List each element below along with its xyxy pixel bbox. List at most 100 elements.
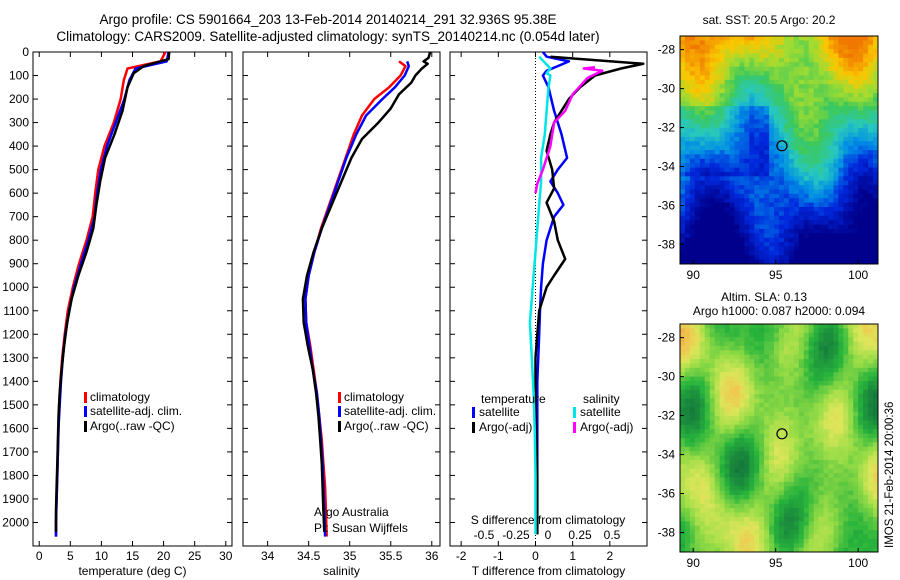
map-cell: [848, 36, 854, 41]
map-cell: [788, 363, 795, 369]
map-cell: [863, 442, 869, 448]
map-cell: [719, 110, 725, 116]
map-cell: [739, 407, 745, 413]
s-tick-label: 0.25: [568, 528, 592, 542]
map-cell: [709, 49, 716, 54]
map-cell: [853, 389, 859, 395]
map-cell: [764, 376, 770, 382]
map-cell: [783, 250, 790, 256]
map-cell: [838, 158, 844, 164]
map-cell: [714, 481, 720, 487]
map-cell: [853, 508, 859, 513]
map-cell: [704, 385, 711, 391]
map-cell: [774, 398, 780, 404]
map-cell: [853, 246, 859, 252]
map-cell: [823, 350, 829, 356]
map-cell: [798, 198, 805, 204]
map-cell: [833, 424, 839, 430]
map-cell: [858, 332, 864, 338]
map-cell: [783, 224, 790, 230]
map-cell: [724, 53, 730, 59]
map-y-tick-label: -28: [658, 43, 676, 57]
map-cell: [729, 66, 735, 72]
map-cell: [813, 332, 819, 338]
map-cell: [774, 79, 780, 85]
map-cell: [729, 136, 735, 142]
map-cell: [833, 198, 839, 204]
map-cell: [798, 534, 805, 540]
map-cell: [714, 36, 720, 41]
map-cell: [769, 341, 775, 347]
map-cell: [779, 451, 785, 456]
map-cell: [833, 354, 839, 360]
map-cell: [714, 525, 720, 531]
map-cell: [803, 128, 810, 133]
map-cell: [848, 381, 854, 386]
map-cell: [823, 429, 829, 435]
map-cell: [704, 363, 711, 369]
map-cell: [813, 451, 819, 456]
map-cell: [694, 455, 701, 461]
map-cell: [719, 66, 725, 72]
map-cell: [863, 255, 869, 261]
map-cell: [793, 145, 800, 151]
map-cell: [739, 372, 745, 378]
map-cell: [818, 207, 824, 212]
map-cell: [749, 255, 755, 261]
map-cell: [694, 40, 701, 46]
map-cell: [769, 228, 775, 234]
map-cell: [788, 416, 795, 421]
map-cell: [749, 154, 755, 160]
map-cell: [729, 477, 735, 483]
map-cell: [818, 106, 824, 111]
map-cell: [694, 255, 701, 261]
map-cell: [729, 538, 735, 544]
map-cell: [714, 57, 720, 63]
map-cell: [704, 547, 711, 553]
map-cell: [813, 36, 819, 41]
map-cell: [684, 150, 691, 155]
map-cell: [813, 464, 819, 470]
map-cell: [744, 398, 750, 404]
map-cell: [684, 468, 691, 474]
legend-label: Argo(..raw -QC): [344, 419, 429, 433]
map-cell: [759, 237, 765, 243]
map-cell: [793, 455, 800, 461]
map-cell: [828, 141, 834, 147]
map-cell: [858, 163, 864, 168]
map-cell: [774, 516, 780, 522]
map-cell: [680, 438, 686, 443]
map-cell: [853, 477, 859, 483]
map-cell: [779, 455, 785, 461]
map-cell: [788, 534, 795, 540]
map-cell: [734, 114, 740, 120]
map-cell: [769, 411, 775, 417]
map-cell: [823, 189, 829, 195]
map-cell: [694, 503, 701, 509]
map-cell: [724, 84, 730, 90]
map-cell: [764, 521, 770, 527]
map-cell: [724, 246, 730, 252]
map-cell: [734, 101, 740, 107]
map-cell: [873, 512, 879, 518]
map-cell: [863, 79, 869, 85]
map-cell: [714, 521, 720, 527]
map-cell: [719, 132, 725, 138]
map-cell: [764, 97, 770, 103]
map-cell: [813, 180, 819, 186]
map-cell: [734, 359, 740, 364]
map-cell: [714, 438, 720, 443]
map-cell: [818, 84, 824, 90]
map-cell: [813, 237, 819, 243]
map-cell: [798, 477, 805, 483]
map-cell: [843, 363, 849, 369]
map-cell: [709, 106, 716, 111]
map-cell: [694, 446, 701, 452]
map-cell: [704, 468, 711, 474]
map-cell: [714, 246, 720, 252]
map-cell: [788, 36, 795, 41]
map-cell: [704, 141, 711, 147]
map-cell: [823, 202, 829, 208]
map-cell: [759, 495, 765, 500]
map-cell: [759, 499, 765, 505]
